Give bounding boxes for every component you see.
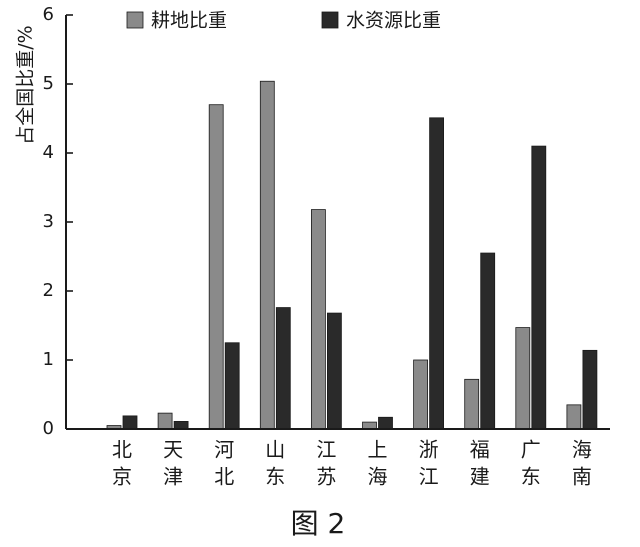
- x-category-label: 海: [368, 465, 388, 489]
- bars: [106, 80, 598, 430]
- bar-water: [429, 117, 445, 430]
- y-tick-label: 3: [43, 211, 54, 232]
- x-category-label: 广: [521, 438, 541, 462]
- x-category-label: 浙: [419, 438, 439, 462]
- x-category-label: 河: [214, 438, 234, 462]
- x-category-label: 建: [470, 465, 490, 489]
- bar-water: [275, 307, 291, 430]
- bar-water: [224, 342, 240, 430]
- bar-water: [378, 416, 393, 430]
- legend-label: 耕地比重: [151, 10, 227, 32]
- x-category-label: 南: [572, 465, 592, 489]
- bar-water: [582, 349, 598, 430]
- bar-farmland: [413, 359, 429, 430]
- x-category-label: 苏: [316, 465, 336, 489]
- y-tick-label: 2: [43, 280, 54, 301]
- y-axis-title: 占全国比重/%: [15, 25, 37, 144]
- x-category-label: 东: [521, 465, 541, 489]
- x-category-label: 北: [112, 438, 132, 462]
- y-tick-label: 4: [43, 142, 54, 163]
- bar-water: [531, 145, 547, 430]
- bar-farmland: [208, 104, 224, 430]
- y-axis: 0 1 2 3 4 5 6: [43, 4, 73, 439]
- bar-water: [480, 252, 496, 430]
- y-tick-label: 1: [43, 349, 54, 370]
- bar-farmland: [362, 421, 377, 430]
- bar-farmland: [259, 80, 275, 430]
- x-category-label: 京: [112, 465, 132, 489]
- legend-swatch: [126, 11, 144, 29]
- bar-water: [173, 421, 189, 430]
- x-category-label: 山: [265, 438, 285, 462]
- x-category-label: 天: [163, 438, 183, 462]
- x-category-label: 江: [419, 465, 439, 489]
- legend-label: 水资源比重: [346, 10, 441, 32]
- legend: 耕地比重 水资源比重: [126, 10, 441, 32]
- y-tick-label: 0: [43, 418, 54, 439]
- bar-farmland: [157, 412, 173, 430]
- bar-farmland: [515, 327, 531, 430]
- y-tick-label: 6: [43, 4, 54, 25]
- x-category-label: 东: [265, 465, 285, 489]
- legend-swatch: [321, 11, 339, 29]
- bar-water: [326, 312, 342, 430]
- x-category-label: 江: [316, 438, 336, 462]
- bar-farmland: [464, 378, 480, 430]
- y-tick-label: 5: [43, 73, 54, 94]
- figure-caption: 图 2: [291, 507, 346, 540]
- bar-farmland: [310, 209, 326, 430]
- x-category-label: 上: [368, 438, 388, 462]
- x-category-label: 津: [163, 465, 183, 489]
- x-category-label: 北: [214, 465, 234, 489]
- x-category-label: 福: [470, 438, 490, 462]
- bar-water: [122, 415, 138, 430]
- x-category-label: 海: [572, 438, 592, 462]
- bar-farmland: [566, 404, 582, 430]
